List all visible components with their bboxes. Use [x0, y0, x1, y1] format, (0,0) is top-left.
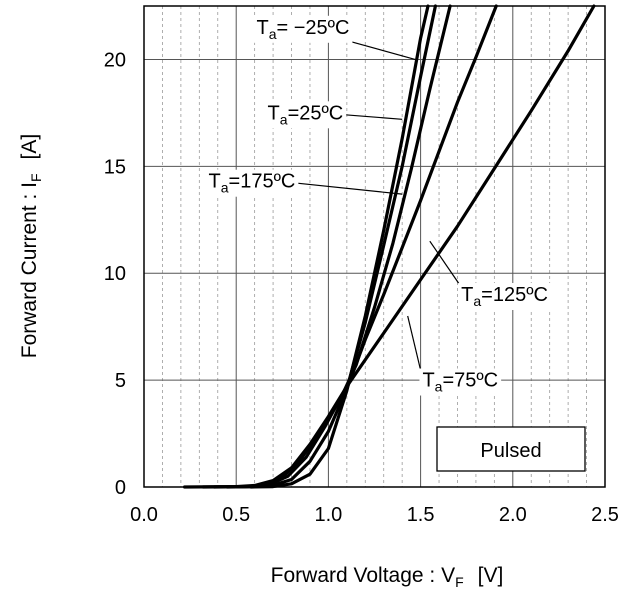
- y-tick-label: 15: [104, 156, 126, 178]
- annotation-label-rest: =75ºC: [442, 370, 498, 392]
- series-line-3: [201, 4, 498, 489]
- annotation-label-rest: =175ºC: [229, 171, 296, 193]
- x-axis-title: Forward Voltage : VF [V]: [271, 564, 504, 590]
- annotation-leader-0: [351, 41, 416, 61]
- x-tick-label: 1.5: [407, 504, 435, 526]
- annotation-label-main: T: [461, 284, 473, 306]
- annotation-label-bg-1: [264, 101, 347, 129]
- annotation-label-main: T: [422, 370, 434, 392]
- annotation-label-main: T: [256, 17, 268, 39]
- pulsed-legend-label: Pulsed: [480, 440, 541, 462]
- x-tick-label: 0.0: [130, 504, 158, 526]
- annotation-label-4: Ta=75ºC: [422, 370, 498, 395]
- series-line-4: [212, 4, 452, 489]
- annotation-label-sub: a: [269, 26, 277, 42]
- y-tick-label: 10: [104, 263, 126, 285]
- x-tick-label: 0.5: [222, 504, 250, 526]
- annotation-leader-1: [345, 114, 403, 120]
- x-tick-label: 1.0: [314, 504, 342, 526]
- annotation-label-0: Ta= −25ºC: [256, 17, 349, 42]
- pulsed-legend-frame: [436, 426, 586, 472]
- x-tick-label: 2.5: [591, 504, 619, 526]
- annotation-label-3: Ta=125ºC: [461, 284, 548, 309]
- x-axis-title-main: Forward Voltage : V: [271, 564, 455, 587]
- annotation-leader-2: [297, 182, 403, 195]
- y-tick-label: 0: [115, 477, 126, 499]
- y-tick-label: 5: [115, 370, 126, 392]
- series-line-2: [183, 4, 596, 489]
- x-axis-title-unit: [V]: [478, 564, 504, 587]
- x-tick-labels: 0.0 0.5 1.0 1.5 2.0 2.5: [130, 504, 619, 526]
- series-curves: [183, 4, 596, 489]
- annotation-label-rest: = −25ºC: [276, 17, 349, 39]
- annotation-label-2: Ta=175ºC: [209, 171, 296, 196]
- annotation-label-rest: =125ºC: [481, 284, 548, 306]
- annotation-label-rest: =25ºC: [288, 102, 344, 124]
- annotation-label-sub: a: [435, 379, 443, 395]
- annotation-label-sub: a: [221, 180, 229, 196]
- y-tick-labels: 0 5 10 15 20: [104, 49, 126, 499]
- annotation-label-sub: a: [280, 111, 288, 127]
- annotation-leader-3: [429, 240, 460, 285]
- annotation-label-bg-0: [253, 15, 353, 43]
- annotation-label-bg-4: [419, 368, 502, 396]
- annotation-leaders: [297, 41, 460, 370]
- y-axis-title-unit: [A]: [18, 134, 41, 160]
- annotation-label-bg-3: [458, 283, 551, 311]
- legend-box: Pulsed: [436, 426, 586, 472]
- y-axis-title: Forward Current : IF [A]: [18, 134, 44, 358]
- y-tick-label: 20: [104, 49, 126, 71]
- y-axis-title-main: Forward Current : I: [18, 182, 41, 358]
- annotation-label-main: T: [268, 102, 280, 124]
- annotation-label-sub: a: [473, 293, 481, 309]
- y-axis-title-sub: F: [28, 173, 44, 182]
- major-gridlines: [144, 6, 605, 487]
- annotation-label-bg-2: [205, 169, 299, 197]
- plot-frame: [143, 5, 606, 488]
- annotation-label-1: Ta=25ºC: [268, 102, 344, 127]
- x-tick-label: 2.0: [499, 504, 527, 526]
- annotation-leader-4: [407, 315, 422, 370]
- annotation-label-main: T: [209, 171, 221, 193]
- x-axis-title-sub: F: [455, 574, 464, 590]
- minor-gridlines: [162, 6, 587, 487]
